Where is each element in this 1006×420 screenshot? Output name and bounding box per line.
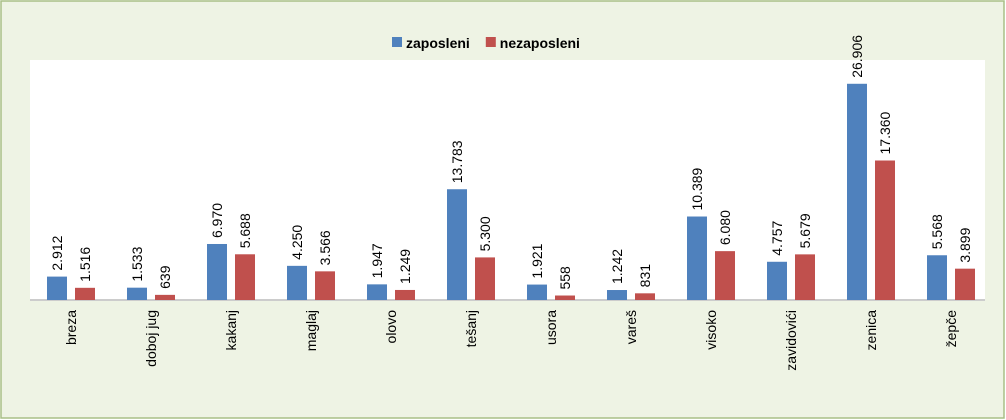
- bar: [527, 284, 547, 300]
- value-label: 4.250: [289, 225, 305, 260]
- bar: [235, 254, 255, 300]
- value-label: 17.360: [877, 111, 893, 154]
- value-label: 6.970: [209, 203, 225, 238]
- legend-label: zaposleni: [406, 35, 470, 51]
- bar: [795, 254, 815, 300]
- value-label: 831: [637, 264, 653, 288]
- bar: [555, 295, 575, 300]
- bar: [367, 284, 387, 300]
- value-label: 1.921: [529, 243, 545, 278]
- value-label: 2.912: [49, 235, 65, 270]
- bar: [287, 265, 307, 300]
- value-label: 5.300: [477, 216, 493, 251]
- legend-swatch: [485, 37, 496, 47]
- bar: [715, 251, 735, 300]
- value-label: 5.568: [929, 214, 945, 249]
- x-tick-label: breza: [63, 310, 79, 345]
- x-tick-label: vareš: [623, 310, 639, 344]
- bar: [767, 261, 787, 300]
- bar: [155, 294, 175, 300]
- x-tick-label: zenica: [863, 310, 879, 351]
- x-tick-label: visoko: [703, 310, 719, 350]
- value-label: 1.947: [369, 243, 385, 278]
- bar: [207, 243, 227, 300]
- value-label: 6.080: [717, 210, 733, 245]
- bar: [395, 289, 415, 300]
- legend-label: nezaposleni: [500, 35, 580, 51]
- plot-area: [30, 60, 985, 301]
- value-label: 1.533: [129, 246, 145, 281]
- value-label: 1.249: [397, 249, 413, 284]
- bar: [475, 257, 495, 300]
- bar: [75, 287, 95, 300]
- bar: [447, 189, 467, 300]
- value-label: 1.242: [609, 249, 625, 284]
- x-tick-label: žepče: [943, 310, 959, 348]
- legend-swatch: [392, 37, 402, 47]
- value-label: 5.688: [237, 213, 253, 248]
- value-label: 13.783: [449, 140, 465, 183]
- value-label: 1.516: [77, 247, 93, 282]
- bar: [955, 268, 975, 300]
- x-tick-label: tešanj: [463, 310, 479, 347]
- value-label: 5.679: [797, 213, 813, 248]
- value-label: 3.566: [317, 230, 333, 265]
- bar: [47, 276, 67, 300]
- x-tick-label: doboj jug: [143, 310, 159, 367]
- x-tick-label: olovo: [383, 310, 399, 344]
- bar: [127, 287, 147, 300]
- bar: [875, 160, 895, 300]
- x-tick-label: zavidovići: [783, 310, 799, 371]
- bar: [315, 271, 335, 300]
- value-label: 3.899: [957, 227, 973, 262]
- bar: [607, 290, 627, 300]
- bar: [635, 293, 655, 300]
- value-label: 4.757: [769, 221, 785, 256]
- bar: [847, 83, 867, 300]
- x-tick-label: kakanj: [223, 310, 239, 350]
- value-label: 26.906: [849, 35, 865, 78]
- x-tick-label: maglaj: [303, 310, 319, 351]
- value-label: 639: [157, 265, 173, 289]
- bar: [927, 255, 947, 300]
- value-label: 10.389: [689, 167, 705, 210]
- x-tick-label: usora: [543, 310, 559, 345]
- bar: [687, 216, 707, 300]
- value-label: 558: [557, 266, 573, 290]
